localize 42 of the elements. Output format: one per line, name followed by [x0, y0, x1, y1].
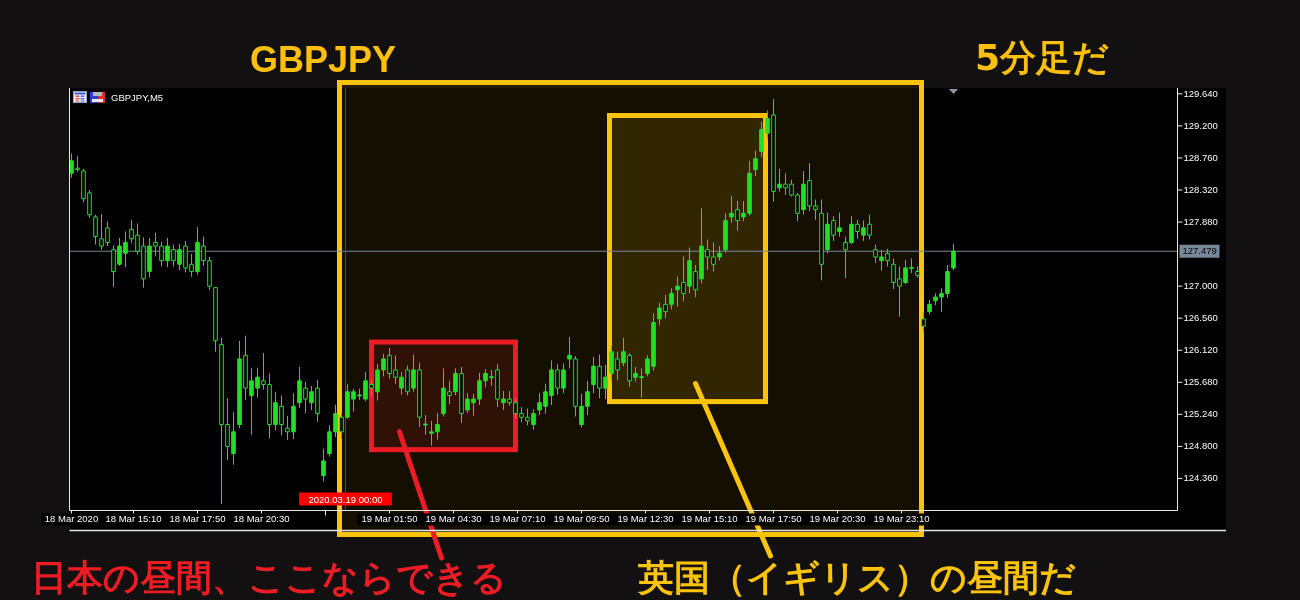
y-tick-label: 129.640: [1183, 87, 1218, 99]
y-tick-label: 125.680: [1183, 375, 1218, 387]
candlestick: [423, 414, 428, 436]
y-tick-label: 126.120: [1183, 343, 1218, 355]
candlestick: [927, 299, 932, 316]
candlestick: [213, 286, 218, 353]
candlestick: [753, 150, 758, 177]
y-tick-label: 127.880: [1183, 215, 1218, 227]
candlestick: [915, 265, 920, 278]
ref-line-label: 127.479: [1182, 244, 1217, 256]
candlestick: [321, 448, 326, 482]
x-tick-label: 19 Mar 17:50: [745, 513, 802, 524]
x-tick-label: 19 Mar 04:30: [425, 513, 482, 524]
band-label: 英国（イギリス）の昼間だ: [636, 557, 1076, 598]
ref-line-label: 2020.03.19 00:00: [308, 493, 383, 505]
candlestick: [921, 311, 926, 334]
y-tick-label: 128.760: [1183, 151, 1218, 163]
x-tick-label: 18 Mar 2020: [44, 513, 99, 524]
text: GBPJPY,M5: [111, 92, 164, 103]
y-tick-label: 127.000: [1183, 279, 1218, 291]
band-label: 日本の昼間、ここならできる: [30, 557, 507, 598]
x-tick-label: 19 Mar 12:30: [617, 513, 674, 524]
y-tick-label: 125.240: [1183, 407, 1218, 419]
y-tick-label: 129.200: [1183, 119, 1218, 131]
text: 5分足だ: [975, 37, 1110, 78]
x-tick-label: 18 Mar 20:30: [233, 513, 290, 524]
x-tick-label: 19 Mar 01:50: [361, 513, 418, 524]
y-tick-label: 124.360: [1183, 471, 1218, 483]
x-tick-label: 18 Mar 17:50: [169, 513, 226, 524]
x-tick-label: 18 Mar 15:10: [105, 513, 162, 524]
x-tick-label: 19 Mar 09:50: [553, 513, 610, 524]
candlestick: [723, 212, 728, 254]
chart-title: GBPJPY: [250, 39, 397, 80]
y-tick-label: 128.320: [1183, 183, 1218, 195]
x-tick-label: 19 Mar 15:10: [681, 513, 738, 524]
x-tick-label: 19 Mar 20:30: [809, 513, 866, 524]
candlestick: [951, 243, 956, 271]
y-tick-label: 124.800: [1183, 439, 1218, 451]
candlestick: [93, 214, 98, 246]
y-tick-label: 126.560: [1183, 311, 1218, 323]
x-tick-label: 19 Mar 07:10: [489, 513, 546, 524]
x-tick-label: 19 Mar 23:10: [873, 513, 930, 524]
